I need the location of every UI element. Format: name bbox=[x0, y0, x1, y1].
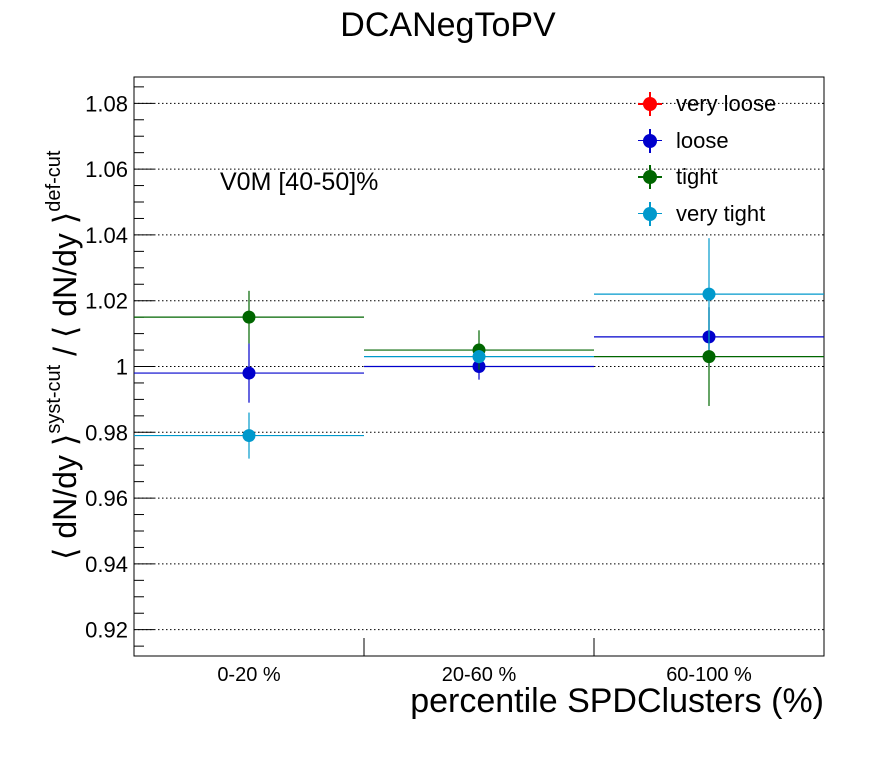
y-label-main-left: ⟨ dN/dy ⟩ bbox=[47, 433, 83, 560]
data-point bbox=[702, 287, 716, 301]
y-axis: 0.92 0.94 0.96 0.98 1 1.02 1.04 1.06 1.08 bbox=[85, 86, 154, 647]
y-tick-label: 1.06 bbox=[85, 157, 128, 182]
y-tick-label: 1.08 bbox=[85, 91, 128, 116]
legend-item: very loose bbox=[626, 86, 776, 123]
legend-marker bbox=[626, 196, 674, 232]
legend-label: very tight bbox=[676, 200, 766, 226]
legend-marker bbox=[626, 159, 674, 195]
y-tick-label: 1.04 bbox=[85, 223, 128, 248]
legend-label: tight bbox=[676, 164, 718, 190]
legend-label: loose bbox=[676, 127, 729, 153]
y-label-main-right: ⟨ dN/dy ⟩ bbox=[47, 211, 83, 339]
chart-annotation: V0M [40-50]% bbox=[220, 168, 379, 196]
chart-title: DCANegToPV bbox=[340, 6, 556, 44]
y-tick-label: 1.02 bbox=[85, 289, 128, 314]
data-point bbox=[242, 366, 256, 380]
y-label-sup-right: def-cut bbox=[43, 150, 66, 212]
y-label-sup-left: syst-cut bbox=[43, 364, 66, 434]
y-label-divider: / bbox=[47, 338, 83, 365]
legend: very loose loose tight very tight bbox=[626, 86, 776, 232]
y-tick-label: 0.92 bbox=[85, 618, 128, 643]
legend-item: very tight bbox=[626, 196, 776, 233]
x-tick-label: 20-60 % bbox=[442, 664, 517, 686]
y-tick-label: 0.98 bbox=[85, 420, 128, 445]
x-tick-label: 0-20 % bbox=[217, 664, 281, 686]
y-tick-label: 0.96 bbox=[85, 486, 128, 511]
x-axis-label: percentile SPDClusters (%) bbox=[410, 682, 824, 720]
y-tick-label: 0.94 bbox=[85, 552, 128, 577]
data-marks bbox=[134, 238, 824, 459]
data-point bbox=[702, 350, 716, 364]
data-point bbox=[242, 310, 256, 324]
legend-item: tight bbox=[626, 159, 776, 196]
legend-label: very loose bbox=[676, 91, 777, 117]
x-axis: 0-20 % 20-60 % 60-100 % bbox=[217, 638, 752, 686]
data-point bbox=[472, 350, 486, 364]
x-tick-label: 60-100 % bbox=[666, 664, 752, 686]
data-point bbox=[242, 429, 256, 443]
legend-marker bbox=[626, 123, 674, 159]
y-tick-label: 1 bbox=[116, 355, 128, 380]
y-axis-label: ⟨ dN/dy ⟩syst-cut / ⟨ dN/dy ⟩def-cut bbox=[43, 150, 84, 560]
legend-item: loose bbox=[626, 123, 776, 160]
legend-marker bbox=[626, 86, 674, 122]
